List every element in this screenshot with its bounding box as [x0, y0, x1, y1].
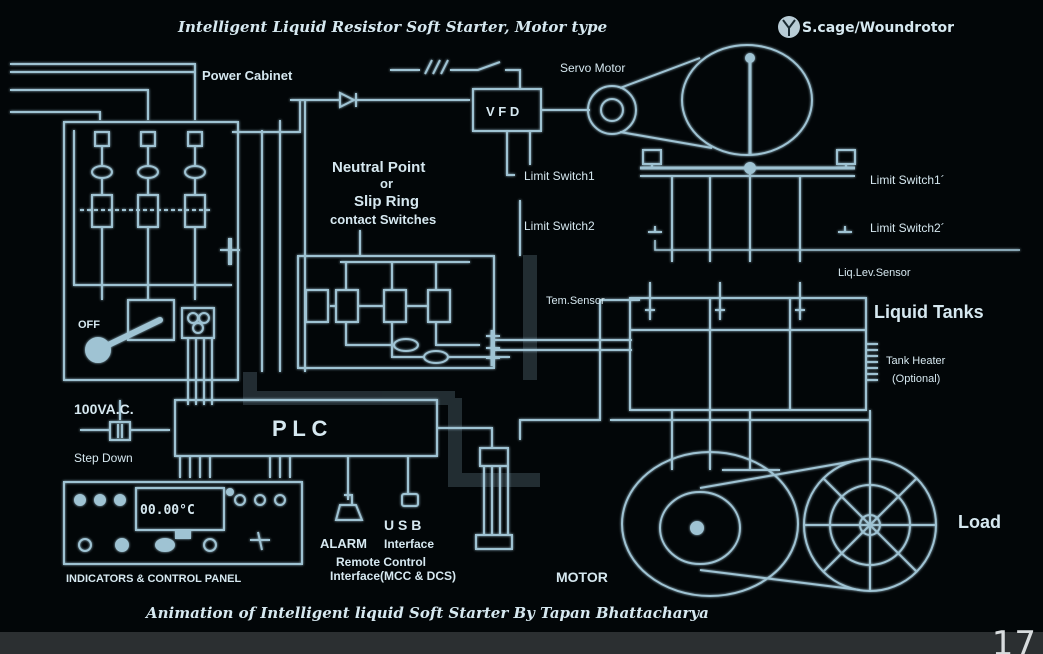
- slip-ring-label: Slip Ring: [354, 193, 419, 210]
- plc-label: P L C: [272, 416, 328, 441]
- transformer-box: [181, 307, 215, 339]
- or-label: or: [380, 176, 393, 191]
- page-number: 17: [991, 624, 1037, 654]
- limit-switch-2p-label: Limit Switch2´: [870, 221, 945, 235]
- motor-body: [621, 451, 799, 597]
- step-down-label: Step Down: [74, 451, 133, 465]
- alarm-icon: [334, 504, 364, 521]
- neutral-point-label: Neutral Point: [332, 159, 425, 176]
- vac-label: 100VA.C.: [74, 401, 134, 417]
- limit-switch-2-label: Limit Switch2: [524, 219, 595, 233]
- temperature-display: [135, 487, 225, 531]
- vfd-label: V F D: [486, 104, 519, 119]
- load-label: Load: [958, 512, 1001, 532]
- contact-switch-box: [297, 255, 495, 369]
- tem-sensor-label: Tem.Sensor: [546, 295, 605, 307]
- display-value: 00.00°C: [140, 503, 195, 518]
- alarm-label: ALARM: [320, 536, 367, 551]
- wiring-trunks: [243, 255, 540, 487]
- contactor-stack-1: [91, 131, 113, 300]
- indicators-panel-label: INDICATORS & CONTROL PANEL: [66, 573, 241, 585]
- tank-heater-optional-label: (Optional): [892, 373, 940, 385]
- remote-interface-label: Interface(MCC & DCS): [330, 569, 456, 583]
- usb-icon: [401, 493, 419, 507]
- remote-control-box: [479, 447, 509, 467]
- remote-connector: [475, 534, 513, 550]
- servo-motor: [587, 85, 637, 135]
- slide-footer-bar: 17: [0, 624, 1043, 654]
- contactor-stack-2: [137, 131, 159, 300]
- contactor-stack-3: [184, 131, 206, 300]
- power-cabinet-label: Power Cabinet: [202, 68, 293, 83]
- servo-pulley: [681, 44, 813, 156]
- liq-lev-sensor-label: Liq.Lev.Sensor: [838, 267, 911, 279]
- switch-knob: [85, 337, 111, 363]
- usb-label: U S B: [384, 517, 421, 533]
- limit-switch-1-label: Limit Switch1: [524, 169, 595, 183]
- control-panel-box: [63, 481, 303, 565]
- off-label: OFF: [78, 319, 100, 331]
- starter-diagram: Intelligent Liquid Resistor Soft Starter…: [10, 16, 1020, 622]
- limit-switch-1p-label: Limit Switch1´: [870, 173, 945, 187]
- footer-credit: Animation of Intelligent liquid Soft Sta…: [144, 604, 709, 622]
- main-switch-box: [127, 299, 175, 341]
- usb-interface-label: Interface: [384, 537, 434, 551]
- liquid-tanks-label: Liquid Tanks: [874, 302, 984, 322]
- motor-type-label: S.cage/Woundrotor: [802, 20, 954, 36]
- servo-motor-label: Servo Motor: [560, 61, 625, 75]
- diagram-title: Intelligent Liquid Resistor Soft Starter…: [177, 18, 607, 36]
- motor-label: MOTOR: [556, 569, 608, 585]
- contact-switches-label: contact Switches: [330, 212, 436, 227]
- supply-lines: [10, 63, 196, 120]
- tank-heater-label: Tank Heater: [886, 355, 946, 367]
- line-work: [10, 44, 1020, 597]
- liquid-tanks-box: [629, 297, 867, 411]
- remote-control-label: Remote Control: [336, 555, 426, 569]
